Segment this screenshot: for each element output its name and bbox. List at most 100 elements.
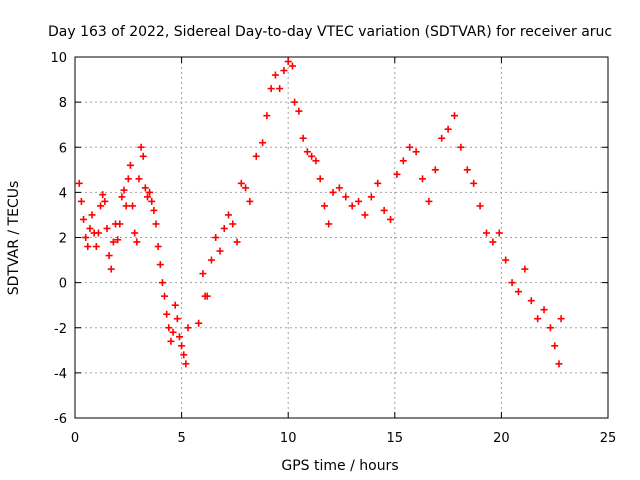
data-point — [280, 67, 288, 75]
data-point — [207, 256, 215, 264]
data-point — [267, 85, 275, 93]
data-point — [122, 202, 130, 210]
data-point — [82, 234, 90, 241]
data-point — [540, 306, 548, 314]
data-point — [312, 157, 320, 165]
data-point — [114, 236, 122, 244]
data-point — [527, 297, 535, 305]
data-point — [225, 211, 233, 219]
data-point — [431, 166, 439, 174]
x-tick-label: 5 — [177, 431, 185, 446]
data-point — [116, 220, 124, 228]
y-tick-label: 4 — [59, 186, 67, 201]
data-point — [387, 215, 395, 223]
data-point — [129, 202, 137, 210]
data-point — [216, 247, 224, 255]
data-point — [137, 143, 145, 151]
data-point — [212, 234, 220, 241]
data-point — [169, 328, 177, 336]
y-axis-label: SDTVAR / TECUs — [6, 181, 22, 296]
data-point — [374, 179, 382, 187]
data-point — [521, 265, 529, 273]
data-point — [195, 319, 203, 327]
data-point — [242, 184, 250, 192]
plot-frame — [74, 56, 609, 419]
data-point — [342, 193, 350, 201]
tick-labels: 0 5 10 15 20 25 -6 -4 -2 0 2 4 6 8 10 — [50, 51, 616, 446]
data-point — [84, 243, 92, 251]
data-point — [252, 152, 260, 160]
data-point — [233, 238, 241, 246]
data-point — [107, 265, 115, 273]
data-point — [450, 112, 458, 120]
data-point — [77, 197, 85, 205]
data-point — [88, 211, 96, 219]
data-point — [158, 279, 166, 287]
data-point — [557, 315, 565, 323]
data-point — [165, 324, 173, 332]
x-axis-label: GPS time / hours — [281, 458, 398, 474]
data-point — [229, 220, 237, 228]
data-point — [199, 270, 207, 278]
data-point — [406, 143, 414, 151]
data-point — [184, 324, 192, 332]
data-point — [444, 125, 452, 133]
data-point — [399, 157, 407, 165]
data-point — [320, 202, 328, 210]
data-point — [495, 229, 503, 237]
data-point — [101, 197, 109, 205]
data-point — [152, 220, 160, 228]
data-point — [457, 143, 465, 151]
data-point — [419, 175, 427, 183]
data-point — [171, 301, 179, 309]
data-point — [412, 148, 420, 156]
data-point — [80, 215, 88, 223]
data-point — [220, 224, 228, 232]
x-tick-label: 0 — [71, 431, 79, 446]
data-point — [380, 206, 388, 214]
data-point — [335, 184, 343, 192]
data-point — [425, 197, 433, 205]
data-point — [291, 98, 299, 106]
data-point — [180, 351, 188, 359]
data-point — [482, 229, 490, 237]
data-point — [308, 152, 316, 160]
data-point — [99, 191, 107, 199]
data-point — [303, 148, 311, 156]
data-point — [105, 252, 113, 260]
data-point — [271, 71, 279, 79]
data-point — [131, 229, 139, 237]
data-point — [246, 197, 254, 205]
data-point — [263, 112, 271, 120]
data-point — [551, 342, 559, 350]
y-tick-label: 8 — [59, 96, 67, 111]
y-tick-label: -4 — [54, 367, 67, 382]
y-tick-label: 2 — [59, 232, 67, 247]
data-point — [508, 279, 516, 287]
data-point — [438, 134, 446, 142]
y-tick-label: 0 — [59, 277, 67, 292]
data-point — [182, 360, 190, 368]
data-point — [161, 292, 169, 300]
data-point — [259, 139, 267, 147]
data-point — [175, 333, 183, 341]
data-point — [75, 179, 83, 187]
data-point — [86, 224, 94, 232]
data-point — [489, 238, 497, 246]
data-point — [237, 179, 245, 187]
data-point — [284, 58, 292, 66]
data-point — [178, 342, 186, 350]
data-point — [361, 211, 369, 219]
y-tick-label: 6 — [59, 141, 67, 156]
data-point — [141, 184, 149, 192]
data-point — [555, 360, 563, 368]
y-tick-label: -6 — [54, 412, 67, 427]
data-point — [154, 243, 162, 251]
data-point — [163, 310, 171, 318]
data-point — [476, 202, 484, 210]
x-tick-label: 20 — [493, 431, 510, 446]
data-point — [167, 337, 175, 345]
data-point — [173, 315, 181, 323]
data-point — [393, 170, 401, 178]
data-point — [126, 161, 134, 169]
